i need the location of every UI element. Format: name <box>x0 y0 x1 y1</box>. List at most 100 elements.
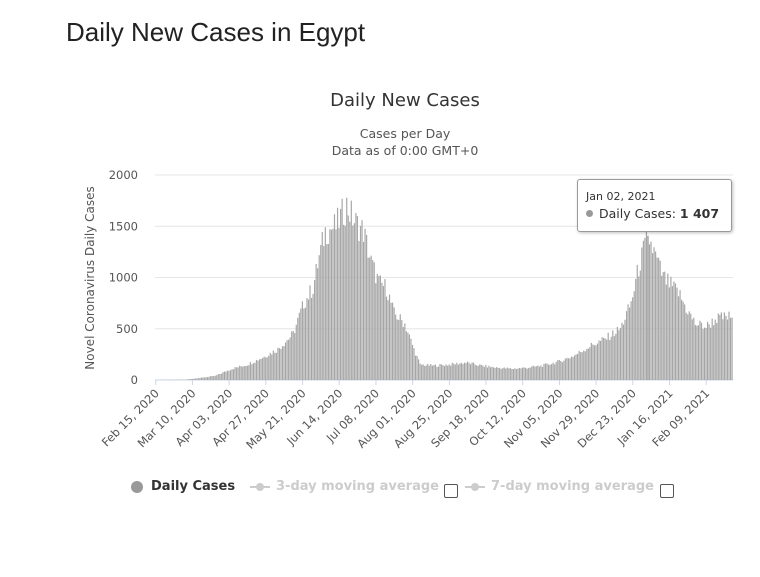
bar <box>437 366 440 380</box>
bar <box>262 358 264 380</box>
bar <box>220 373 222 380</box>
bar <box>651 253 654 380</box>
bar <box>347 215 349 380</box>
bar <box>260 358 262 380</box>
bar <box>283 346 285 380</box>
bar <box>272 350 274 380</box>
bar <box>240 366 242 380</box>
checkbox-3-day-average[interactable] <box>444 484 458 498</box>
bar <box>459 363 461 380</box>
bar <box>668 287 670 380</box>
bar <box>456 362 458 380</box>
bar <box>408 334 411 380</box>
bar <box>677 296 680 380</box>
bar <box>333 214 336 380</box>
bar <box>596 343 599 380</box>
bar <box>200 377 203 380</box>
bar <box>222 372 224 380</box>
bar <box>203 377 206 380</box>
y-tick-label: 0 <box>131 373 138 387</box>
bar <box>577 353 579 380</box>
bar <box>413 348 415 380</box>
bar <box>707 321 709 380</box>
bar <box>427 363 429 380</box>
bar <box>566 357 568 380</box>
legend-item-7-day-average[interactable]: 7-day moving average <box>465 479 654 494</box>
bar <box>720 312 722 380</box>
bar <box>206 377 209 380</box>
bar <box>210 376 212 380</box>
checkbox-7-day-average[interactable] <box>660 484 674 498</box>
bar <box>355 212 357 380</box>
bar <box>211 376 213 380</box>
bar <box>518 367 521 380</box>
bar <box>473 362 475 380</box>
bar <box>237 367 239 380</box>
bar <box>639 270 641 380</box>
bar <box>561 362 563 380</box>
bar <box>659 260 661 380</box>
bar <box>570 356 573 380</box>
bar <box>607 332 609 380</box>
bar <box>492 367 495 380</box>
bar <box>324 227 326 380</box>
bar <box>554 364 556 380</box>
bar <box>572 357 574 380</box>
y-tick-label: 500 <box>116 322 138 336</box>
legend-label: 3-day moving average <box>276 479 439 494</box>
bar <box>722 319 724 380</box>
bar <box>384 279 386 380</box>
bar <box>366 234 368 380</box>
bar <box>580 352 582 380</box>
bar <box>338 227 340 380</box>
bar <box>590 342 592 380</box>
bar <box>295 324 297 380</box>
bar <box>526 368 528 380</box>
bar <box>655 251 657 380</box>
bar <box>444 366 446 380</box>
bar <box>463 362 466 380</box>
bar <box>411 344 414 380</box>
bar <box>682 301 684 380</box>
y-axis-ticks: 0 500 1000 1500 2000 <box>109 168 138 387</box>
bar <box>525 367 527 380</box>
bar <box>540 365 542 380</box>
bar <box>310 297 313 380</box>
bar <box>321 232 323 380</box>
bar <box>188 379 190 380</box>
bar <box>239 365 241 380</box>
bar <box>425 365 427 380</box>
bar <box>291 331 293 380</box>
bar <box>460 362 462 380</box>
bar <box>422 364 424 380</box>
bar <box>396 319 398 380</box>
bar <box>344 225 346 380</box>
bar <box>558 360 560 380</box>
bar <box>431 365 433 380</box>
bar <box>252 363 255 380</box>
bar <box>401 320 403 380</box>
bar <box>187 379 189 380</box>
bar <box>191 378 193 380</box>
tooltip: Jan 02, 2021 Daily Cases: 1 407 <box>577 179 732 232</box>
bar <box>199 377 201 380</box>
legend-line-icon <box>250 482 270 491</box>
bar <box>421 364 423 380</box>
legend-item-daily-cases[interactable]: Daily Cases <box>131 479 235 494</box>
bar <box>280 348 282 380</box>
bar <box>271 354 273 380</box>
bar <box>708 324 710 380</box>
bar <box>323 246 325 380</box>
bar <box>662 272 664 380</box>
tooltip-series-dot <box>586 210 593 217</box>
bar <box>512 368 514 380</box>
bar <box>499 367 501 380</box>
bar <box>275 352 277 380</box>
bar <box>482 365 484 380</box>
bar <box>314 280 316 380</box>
bar <box>729 317 732 380</box>
legend-item-3-day-average[interactable]: 3-day moving average <box>250 479 439 494</box>
bar <box>665 284 667 380</box>
bar <box>551 363 553 380</box>
